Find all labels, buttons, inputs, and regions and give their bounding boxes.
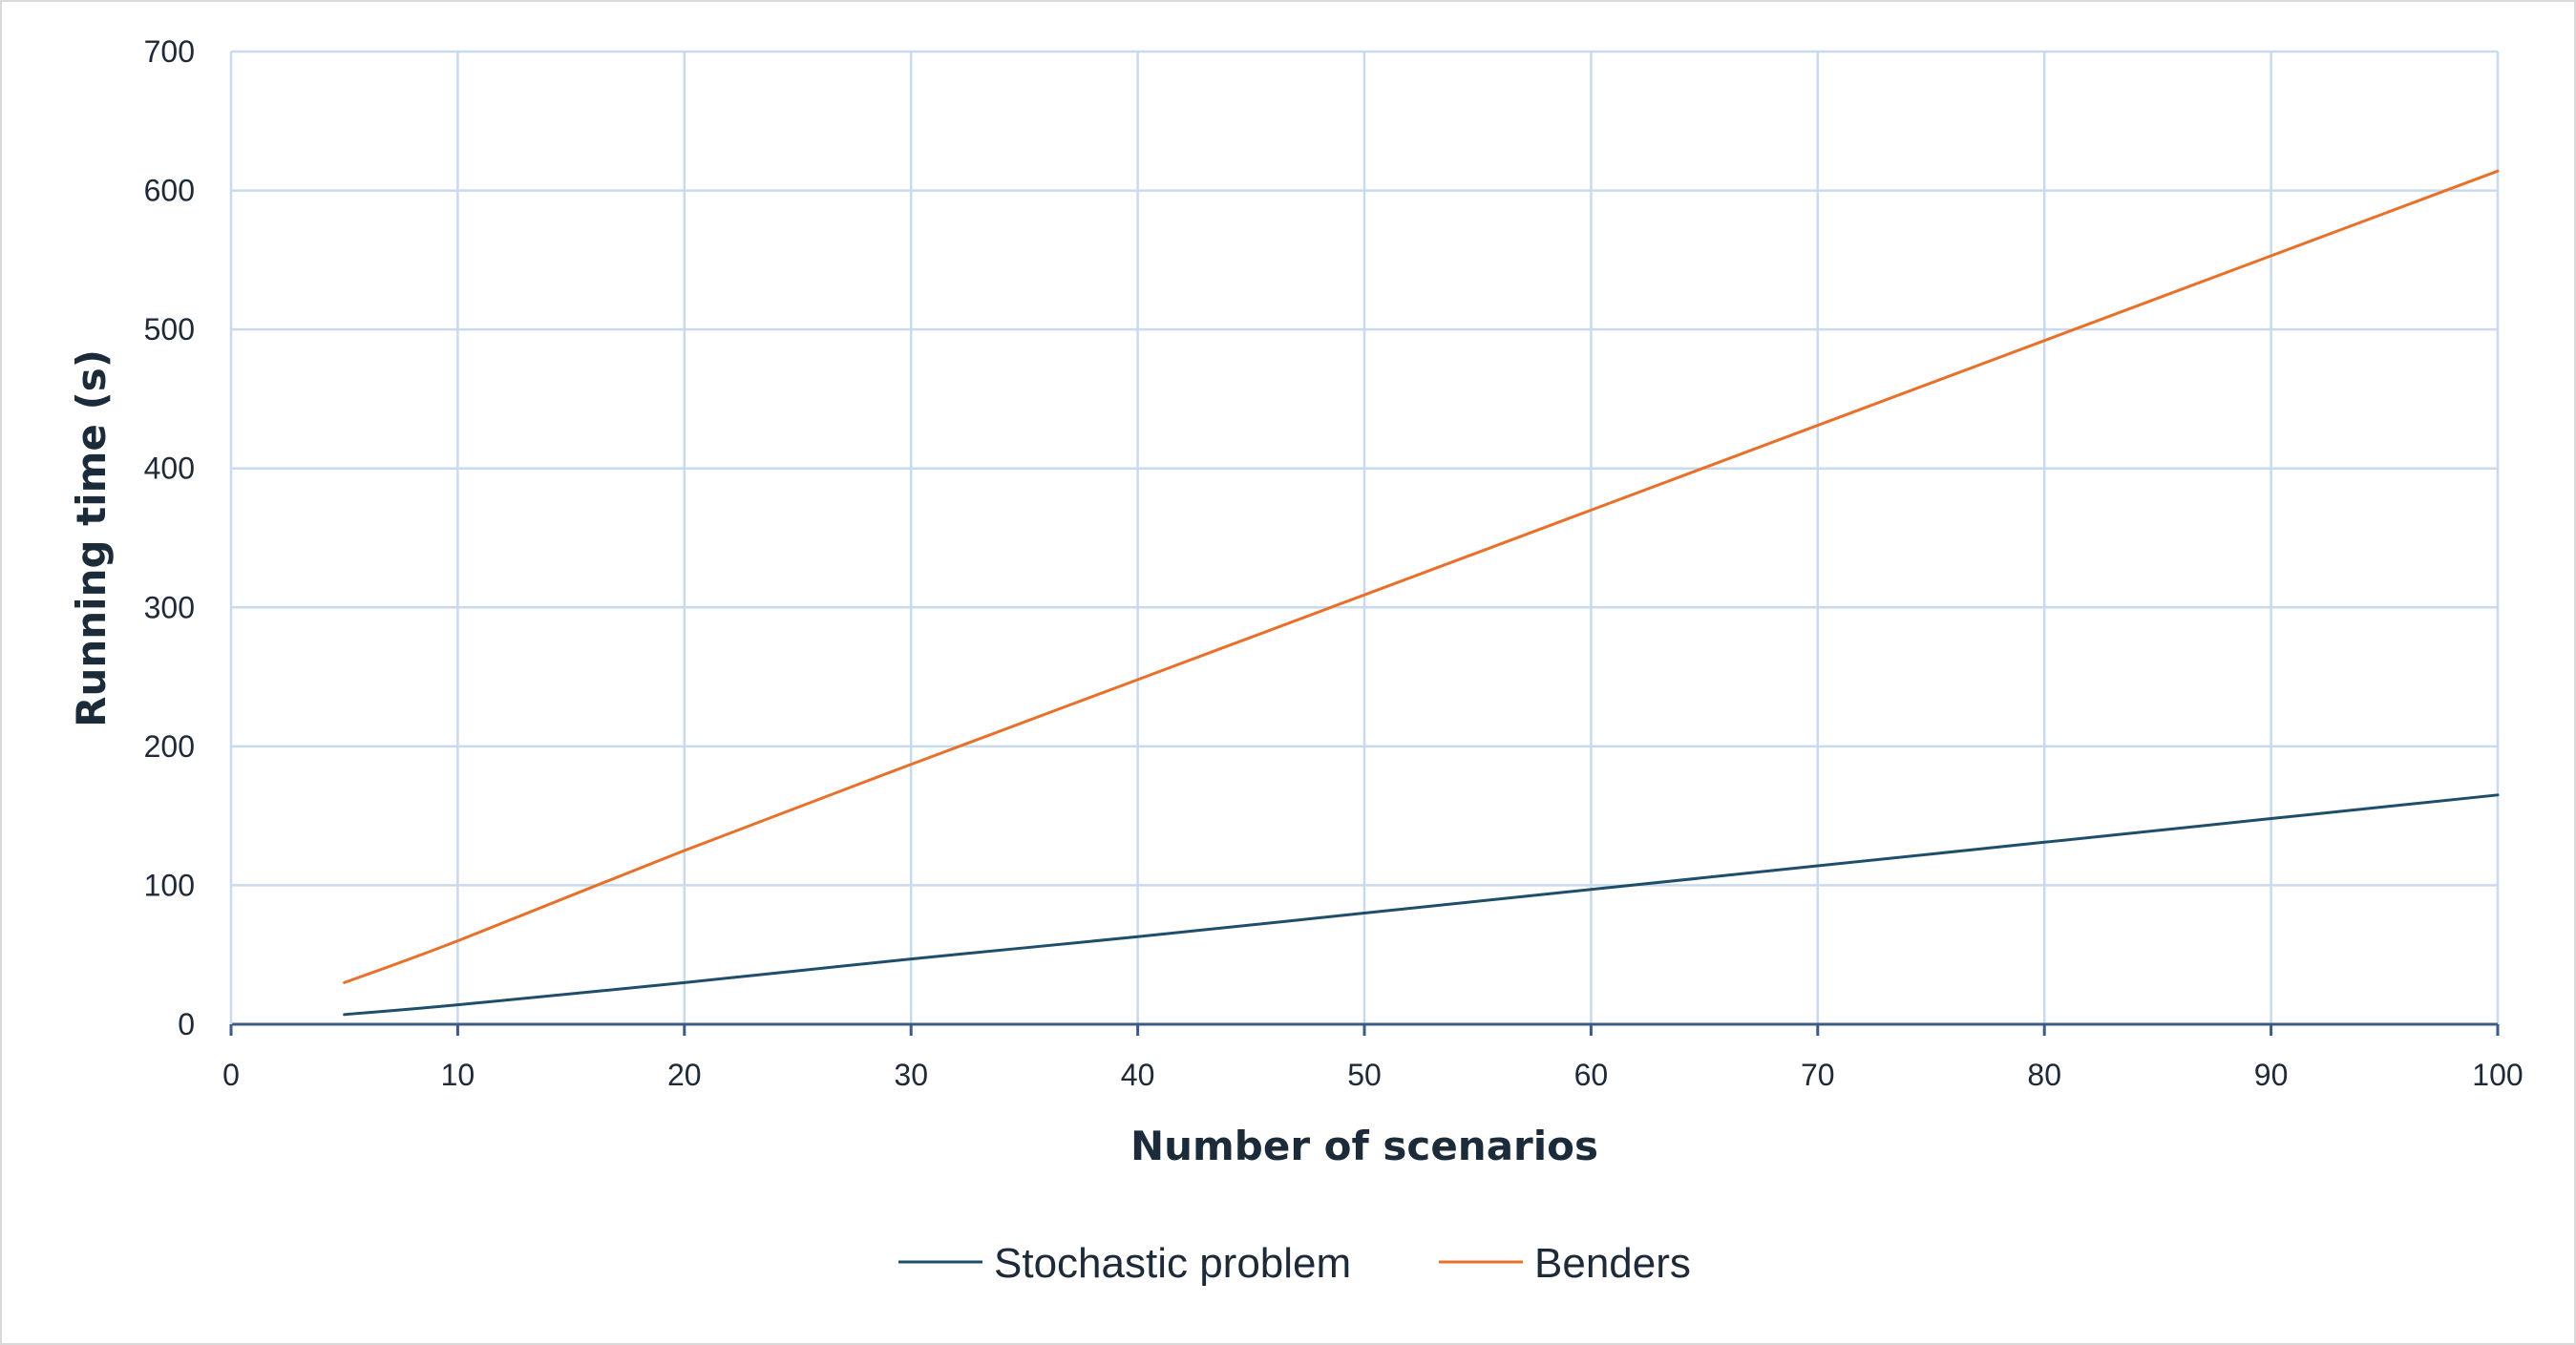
y-tick-label: 400	[144, 452, 195, 486]
x-tick-label: 40	[1121, 1058, 1155, 1092]
x-tick-label: 50	[1347, 1058, 1382, 1092]
legend-item: Benders	[1439, 1240, 1691, 1287]
legend: Stochastic problem Benders	[898, 1240, 1691, 1287]
tick-labels: 0 10 20 30 40 50 60 70 80 90 100 0 100 200 300 400 500 60…	[144, 34, 2523, 1092]
y-tick-label: 100	[144, 868, 195, 902]
grid-lines	[231, 50, 2500, 1024]
x-tick-label: 10	[441, 1058, 475, 1092]
y-tick-label: 500	[144, 312, 195, 347]
x-tick-label: 30	[894, 1058, 928, 1092]
legend-label: Stochastic problem	[994, 1240, 1351, 1287]
y-tick-label: 600	[144, 174, 195, 208]
y-tick-label: 200	[144, 729, 195, 764]
x-tick-label: 60	[1574, 1058, 1609, 1092]
x-tick-label: 0	[222, 1058, 240, 1092]
x-tick-label: 70	[1801, 1058, 1835, 1092]
x-axis-title: Number of scenarios	[1130, 1123, 1598, 1169]
x-tick-label: 100	[2472, 1058, 2523, 1092]
y-tick-label: 300	[144, 590, 195, 624]
legend-item: Stochastic problem	[898, 1240, 1351, 1287]
series-lines	[343, 169, 2500, 1017]
x-tick-label: 20	[667, 1058, 702, 1092]
y-tick-label: 0	[178, 1007, 195, 1041]
x-tick-label: 80	[2027, 1058, 2061, 1092]
x-tick-label: 90	[2254, 1058, 2289, 1092]
series-line-stochastic-problem	[343, 793, 2500, 1017]
series-line-benders	[343, 169, 2500, 984]
legend-label: Benders	[1534, 1240, 1691, 1287]
axes	[229, 52, 2500, 1036]
y-axis-title: Running time (s)	[68, 349, 115, 727]
y-tick-label: 700	[144, 34, 195, 69]
